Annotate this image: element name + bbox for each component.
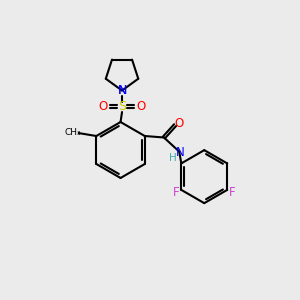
Text: N: N	[176, 146, 185, 159]
Text: H: H	[169, 153, 177, 163]
Text: O: O	[175, 117, 184, 130]
Text: CH₃: CH₃	[64, 128, 81, 137]
Text: F: F	[173, 186, 179, 199]
Text: O: O	[98, 100, 107, 113]
Text: F: F	[229, 186, 236, 199]
Text: N: N	[117, 84, 127, 97]
Text: O: O	[136, 100, 146, 113]
Text: S: S	[118, 100, 126, 113]
Text: N: N	[117, 84, 127, 97]
